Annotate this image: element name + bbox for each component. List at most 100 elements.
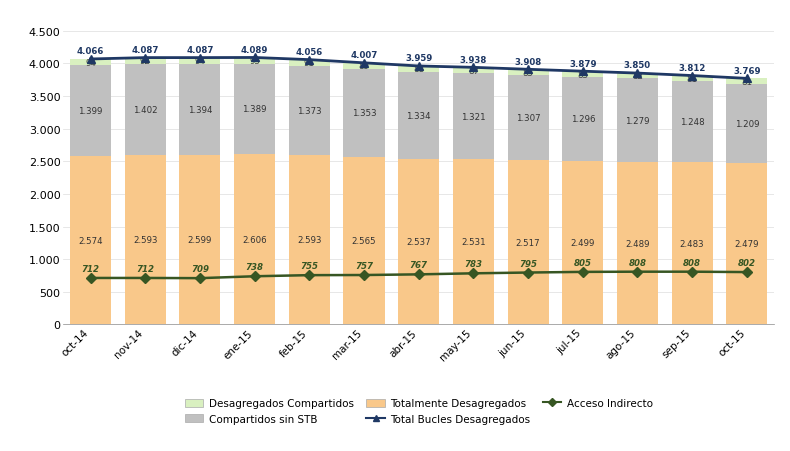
Bar — [672, 82, 713, 163]
Text: 2.517: 2.517 — [516, 238, 540, 247]
Bar — [179, 59, 220, 64]
Text: 82: 82 — [632, 72, 643, 81]
Text: 89: 89 — [359, 62, 370, 71]
Text: 2.606: 2.606 — [243, 235, 267, 244]
Bar — [617, 79, 658, 162]
Acceso Indirecto — [523, 270, 532, 276]
Text: 3.812: 3.812 — [679, 64, 705, 73]
Text: 709: 709 — [191, 265, 209, 274]
Text: 1.334: 1.334 — [406, 111, 431, 120]
Text: 1.389: 1.389 — [243, 105, 267, 114]
Text: 1.248: 1.248 — [680, 118, 705, 127]
Bar — [344, 158, 385, 325]
Text: 93: 93 — [249, 57, 260, 66]
Text: 4.056: 4.056 — [295, 48, 323, 57]
Acceso Indirecto — [359, 273, 369, 278]
Bar — [289, 156, 330, 325]
Text: 2.483: 2.483 — [680, 239, 705, 249]
Text: 802: 802 — [738, 258, 756, 267]
Text: 2.593: 2.593 — [297, 236, 322, 245]
Text: 81: 81 — [687, 75, 698, 83]
Text: 83: 83 — [577, 70, 589, 79]
Text: 94: 94 — [194, 57, 205, 66]
Text: 3.908: 3.908 — [514, 58, 542, 67]
Text: 805: 805 — [574, 258, 592, 267]
Text: 1.321: 1.321 — [461, 112, 486, 121]
Text: 87: 87 — [468, 67, 479, 76]
Text: 2.531: 2.531 — [461, 238, 486, 247]
Bar — [726, 163, 767, 325]
Text: 1.307: 1.307 — [516, 114, 540, 123]
Text: 3.959: 3.959 — [405, 54, 432, 63]
Line: Total Bucles Desagregados: Total Bucles Desagregados — [86, 54, 751, 83]
Total Bucles Desagregados — [250, 55, 259, 61]
Text: 767: 767 — [410, 261, 427, 270]
Bar — [398, 73, 439, 160]
Text: 738: 738 — [246, 263, 264, 272]
Text: 92: 92 — [140, 57, 151, 66]
Bar — [234, 64, 275, 155]
Bar — [344, 69, 385, 158]
Total Bucles Desagregados — [141, 56, 150, 61]
Total Bucles Desagregados — [414, 64, 423, 69]
Text: 2.489: 2.489 — [625, 239, 649, 248]
Acceso Indirecto — [195, 276, 205, 281]
Acceso Indirecto — [578, 270, 588, 275]
Bar — [726, 84, 767, 163]
Bar — [289, 66, 330, 156]
Bar — [234, 59, 275, 64]
Text: 1.279: 1.279 — [625, 116, 649, 125]
Text: 808: 808 — [683, 258, 702, 267]
Bar — [398, 67, 439, 73]
Bar — [562, 162, 604, 325]
Bar — [507, 76, 548, 161]
Bar — [453, 160, 494, 325]
Text: 2.593: 2.593 — [133, 236, 157, 245]
Text: 1.296: 1.296 — [570, 115, 595, 124]
Total Bucles Desagregados — [195, 56, 205, 61]
Bar — [289, 60, 330, 66]
Text: 808: 808 — [629, 258, 646, 267]
Total Bucles Desagregados — [359, 61, 369, 66]
Legend: Desagregados Compartidos, Compartidos sin STB, Totalmente Desagregados, Total Bu: Desagregados Compartidos, Compartidos si… — [181, 395, 656, 428]
Bar — [617, 74, 658, 79]
Bar — [507, 161, 548, 325]
Text: 755: 755 — [300, 262, 318, 271]
Acceso Indirecto — [305, 273, 314, 278]
Bar — [726, 79, 767, 84]
Text: 712: 712 — [136, 264, 154, 273]
Total Bucles Desagregados — [633, 71, 642, 77]
Bar — [617, 162, 658, 325]
Bar — [398, 160, 439, 325]
Text: 2.599: 2.599 — [188, 235, 213, 244]
Total Bucles Desagregados — [742, 77, 751, 82]
Bar — [125, 156, 166, 325]
Text: 1.399: 1.399 — [78, 107, 103, 116]
Text: 795: 795 — [519, 259, 537, 268]
Text: 85: 85 — [522, 69, 533, 78]
Bar — [70, 60, 111, 66]
Text: 91: 91 — [304, 59, 314, 68]
Text: 1.394: 1.394 — [188, 106, 213, 115]
Text: 4.089: 4.089 — [241, 46, 269, 55]
Bar — [562, 72, 604, 78]
Text: 2.574: 2.574 — [78, 236, 103, 245]
Text: 757: 757 — [355, 262, 373, 271]
Acceso Indirecto — [633, 269, 642, 275]
Text: 2.537: 2.537 — [406, 238, 431, 247]
Acceso Indirecto — [742, 270, 751, 275]
Text: 94: 94 — [85, 59, 96, 68]
Bar — [70, 157, 111, 325]
Text: 4.007: 4.007 — [350, 51, 378, 60]
Text: 1.353: 1.353 — [352, 109, 376, 118]
Total Bucles Desagregados — [468, 65, 478, 71]
Text: 81: 81 — [741, 78, 752, 87]
Text: 1.402: 1.402 — [133, 106, 157, 115]
Total Bucles Desagregados — [305, 58, 314, 63]
Text: 783: 783 — [465, 260, 483, 269]
Total Bucles Desagregados — [687, 74, 697, 79]
Total Bucles Desagregados — [578, 69, 588, 75]
Text: 2.565: 2.565 — [352, 237, 376, 246]
Bar — [672, 76, 713, 82]
Text: 2.479: 2.479 — [735, 239, 759, 249]
